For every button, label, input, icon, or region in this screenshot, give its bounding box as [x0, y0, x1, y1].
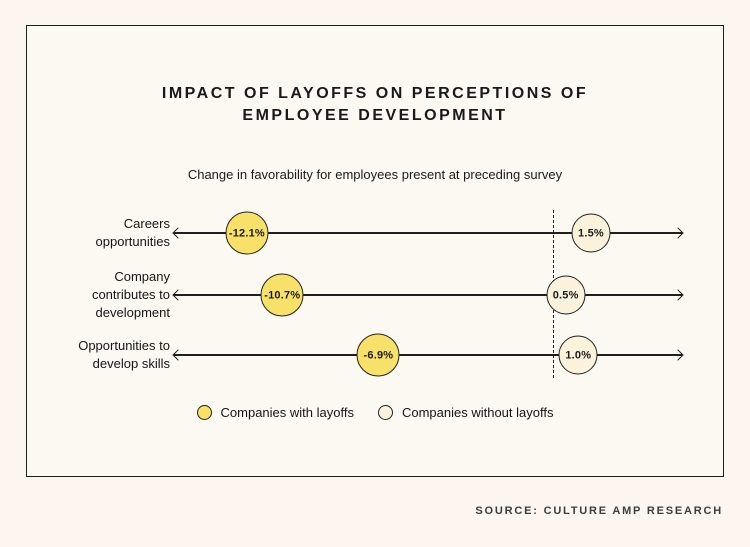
- data-point-circle: 0.5%: [546, 275, 586, 315]
- category-label: Company contributes to development: [91, 269, 170, 320]
- right-arrowhead-icon: [672, 227, 684, 239]
- chart-title: IMPACT OF LAYOFFS ON PERCEPTIONS OF EMPL…: [161, 85, 589, 124]
- data-point-circle: -6.9%: [356, 333, 400, 377]
- right-arrowhead-icon: [672, 289, 684, 301]
- data-point-circle: -12.1%: [225, 211, 269, 255]
- left-arrowhead-icon: [172, 227, 184, 239]
- data-point-circle: 1.5%: [571, 213, 611, 253]
- legend: Companies with layoffs Companies without…: [26, 402, 724, 422]
- legend-label-with-layoffs: Companies with layoffs: [220, 404, 354, 420]
- data-point-circle: 1.0%: [558, 335, 598, 375]
- left-arrowhead-icon: [172, 349, 184, 361]
- row-axis-line: [172, 227, 684, 239]
- legend-item-without-layoffs: Companies without layoffs: [377, 404, 554, 420]
- chart-panel: [26, 25, 724, 477]
- chart-subtitle: Change in favorability for employees pre…: [187, 167, 563, 182]
- without-layoffs-swatch-icon: [377, 404, 393, 420]
- legend-label-without-layoffs: Companies without layoffs: [401, 404, 554, 420]
- row-axis-line: [172, 289, 684, 301]
- category-label: Opportunities to develop skills: [78, 338, 170, 371]
- legend-item-with-layoffs: Companies with layoffs: [196, 404, 354, 420]
- category-label: Careers opportunities: [95, 216, 170, 249]
- data-point-circle: -10.7%: [260, 273, 304, 317]
- source-credit: SOURCE: CULTURE AMP RESEARCH: [475, 505, 723, 517]
- left-arrowhead-icon: [172, 289, 184, 301]
- with-layoffs-swatch-icon: [196, 404, 212, 420]
- row-axis-line: [172, 349, 684, 361]
- right-arrowhead-icon: [672, 349, 684, 361]
